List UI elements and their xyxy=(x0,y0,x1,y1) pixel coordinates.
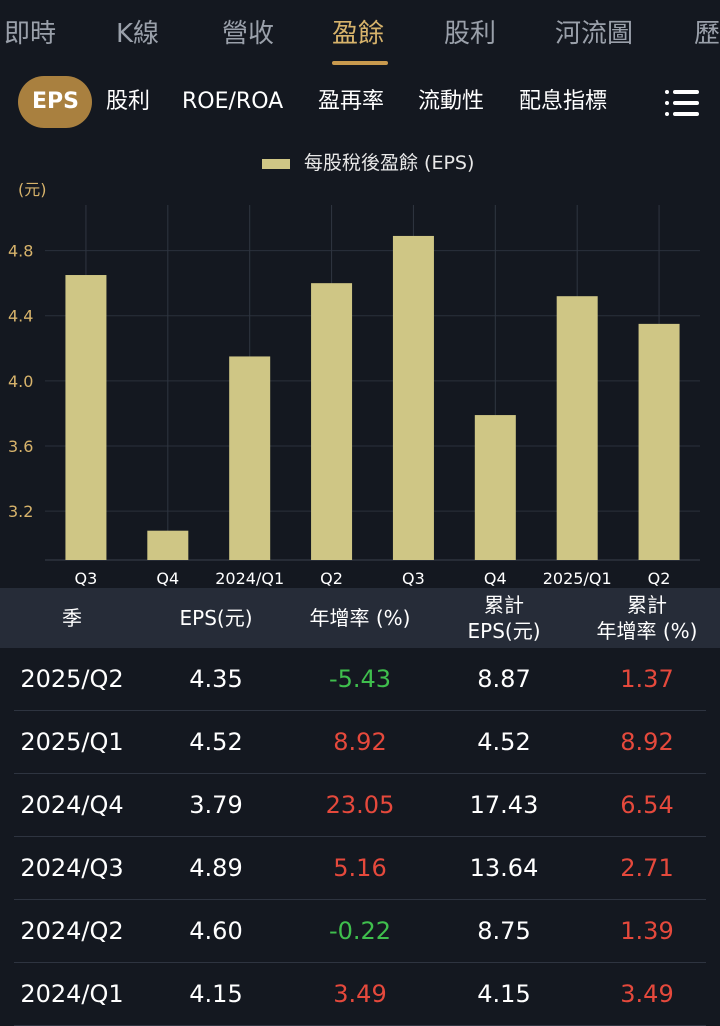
cell-season: 2024/Q1 xyxy=(20,980,124,1008)
cell-cum-yoy: 1.37 xyxy=(620,665,674,693)
legend-swatch xyxy=(262,158,290,169)
subtab-liquidity[interactable]: 流動性 xyxy=(418,89,485,114)
eps-table: 季 EPS(元) 年增率 (%) 累計 EPS(元) 累計 年增率 (%) 2025… xyxy=(0,588,720,1026)
chart-plot[interactable]: 3.2 3.6 4.0 4.4 4.8 Q3 Q4 2024/Q1 Q2 Q3 Q4 2025/Q1 Q… xyxy=(0,140,720,590)
tab-revenue[interactable]: 營收 xyxy=(222,19,275,49)
cell-yoy: -5.43 xyxy=(328,665,392,693)
cell-cum-yoy: 1.39 xyxy=(620,917,674,945)
x-tick-label: Q2 xyxy=(648,569,671,588)
sub-tab-bar: EPS 股利 ROE/ROA 盈再率 流動性 配息指標 xyxy=(0,74,720,130)
cell-cum-yoy: 3.49 xyxy=(620,980,674,1008)
cell-yoy: 8.92 xyxy=(333,728,387,756)
table-row[interactable]: 2024/Q3 4.89 5.16 13.64 2.71 xyxy=(14,837,706,900)
table-row[interactable]: 2024/Q1 4.15 3.49 4.15 3.49 xyxy=(14,963,706,1026)
header-season: 季 xyxy=(62,606,82,630)
tab-river-chart[interactable]: 河流圖 xyxy=(555,19,634,49)
cell-season: 2025/Q1 xyxy=(20,728,124,756)
tab-realtime[interactable]: 即時 xyxy=(4,19,57,49)
cell-cum-eps: 4.52 xyxy=(477,728,531,756)
y-tick-label: 4.0 xyxy=(8,372,33,391)
cell-eps: 3.79 xyxy=(189,791,243,819)
tab-kline[interactable]: K線 xyxy=(116,19,160,49)
legend-label: 每股稅後盈餘 (EPS) xyxy=(304,152,475,174)
cell-cum-eps: 8.75 xyxy=(477,917,531,945)
list-menu-icon[interactable] xyxy=(665,90,699,116)
x-tick-label: 2024/Q1 xyxy=(215,569,284,588)
cell-cum-eps: 4.15 xyxy=(477,980,531,1008)
subtab-payout-indicators[interactable]: 配息指標 xyxy=(519,89,608,114)
y-tick-label: 3.6 xyxy=(8,437,33,456)
eps-bar[interactable] xyxy=(147,530,189,560)
cell-cum-yoy: 8.92 xyxy=(620,728,674,756)
table-row[interactable]: 2025/Q1 4.52 8.92 4.52 8.92 xyxy=(14,711,706,774)
header-yoy: 年增率 (%) xyxy=(309,606,411,630)
chart-legend[interactable]: 每股稅後盈餘 (EPS) xyxy=(262,150,474,176)
y-tick-label: 4.4 xyxy=(8,307,33,326)
x-tick-label: Q3 xyxy=(402,569,425,588)
cell-yoy: -0.22 xyxy=(328,917,392,945)
subtab-roe-roa[interactable]: ROE/ROA xyxy=(182,89,284,114)
header-cum-yoy: 累計 年增率 (%) xyxy=(596,593,698,643)
eps-bar[interactable] xyxy=(65,275,107,560)
subtab-eps[interactable]: EPS xyxy=(18,76,92,128)
x-tick-label: Q3 xyxy=(75,569,98,588)
x-tick-label: 2025/Q1 xyxy=(543,569,612,588)
cell-cum-yoy: 6.54 xyxy=(620,791,674,819)
tab-history[interactable]: 歷 xyxy=(694,19,720,49)
cell-cum-eps: 8.87 xyxy=(477,665,531,693)
eps-bar[interactable] xyxy=(474,415,516,560)
header-eps: EPS(元) xyxy=(179,606,253,630)
cell-eps: 4.52 xyxy=(189,728,243,756)
cell-cum-eps: 17.43 xyxy=(469,791,539,819)
cell-yoy: 3.49 xyxy=(333,980,387,1008)
x-tick-label: Q4 xyxy=(156,569,179,588)
tab-dividend[interactable]: 股利 xyxy=(444,19,497,49)
y-axis-unit: (元) xyxy=(18,180,47,199)
header-cum-eps: 累計 EPS(元) xyxy=(467,593,541,643)
cell-yoy: 23.05 xyxy=(325,791,395,819)
subtab-dividend[interactable]: 股利 xyxy=(106,89,151,114)
cell-eps: 4.89 xyxy=(189,854,243,882)
table-row[interactable]: 2024/Q4 3.79 23.05 17.43 6.54 xyxy=(14,774,706,837)
x-tick-label: Q4 xyxy=(484,569,507,588)
eps-bar[interactable] xyxy=(392,235,434,560)
cell-eps: 4.60 xyxy=(189,917,243,945)
cell-season: 2025/Q2 xyxy=(20,665,124,693)
table-body: 2025/Q2 4.35 -5.43 8.87 1.37 2025/Q1 4.52 8.92 4… xyxy=(0,648,720,1026)
cell-cum-eps: 13.64 xyxy=(469,854,539,882)
active-tab-indicator xyxy=(332,61,388,65)
eps-chart: 每股稅後盈餘 (EPS) (元) 3.2 3.6 4.0 4.4 4.8 Q3 Q4 2024… xyxy=(0,140,720,590)
table-row[interactable]: 2025/Q2 4.35 -5.43 8.87 1.37 xyxy=(14,648,706,711)
top-tab-bar: 即時 K線 營收 盈餘 股利 河流圖 歷 xyxy=(0,0,720,70)
cell-season: 2024/Q2 xyxy=(20,917,124,945)
y-tick-label: 4.8 xyxy=(8,242,33,261)
tab-earnings[interactable]: 盈餘 xyxy=(332,19,385,49)
cell-season: 2024/Q4 xyxy=(20,791,124,819)
cell-season: 2024/Q3 xyxy=(20,854,124,882)
table-header: 季 EPS(元) 年增率 (%) 累計 EPS(元) 累計 年增率 (%) xyxy=(0,588,720,648)
subtab-reinvestment-rate[interactable]: 盈再率 xyxy=(318,89,385,114)
cell-eps: 4.15 xyxy=(189,980,243,1008)
cell-yoy: 5.16 xyxy=(333,854,387,882)
y-tick-label: 3.2 xyxy=(8,502,33,521)
x-tick-label: Q2 xyxy=(320,569,343,588)
eps-bar[interactable] xyxy=(638,323,680,560)
cell-cum-yoy: 2.71 xyxy=(620,854,674,882)
table-row[interactable]: 2024/Q2 4.60 -0.22 8.75 1.39 xyxy=(14,900,706,963)
eps-bar[interactable] xyxy=(311,283,353,560)
cell-eps: 4.35 xyxy=(189,665,243,693)
eps-bar[interactable] xyxy=(229,356,271,560)
eps-bar[interactable] xyxy=(556,296,598,560)
